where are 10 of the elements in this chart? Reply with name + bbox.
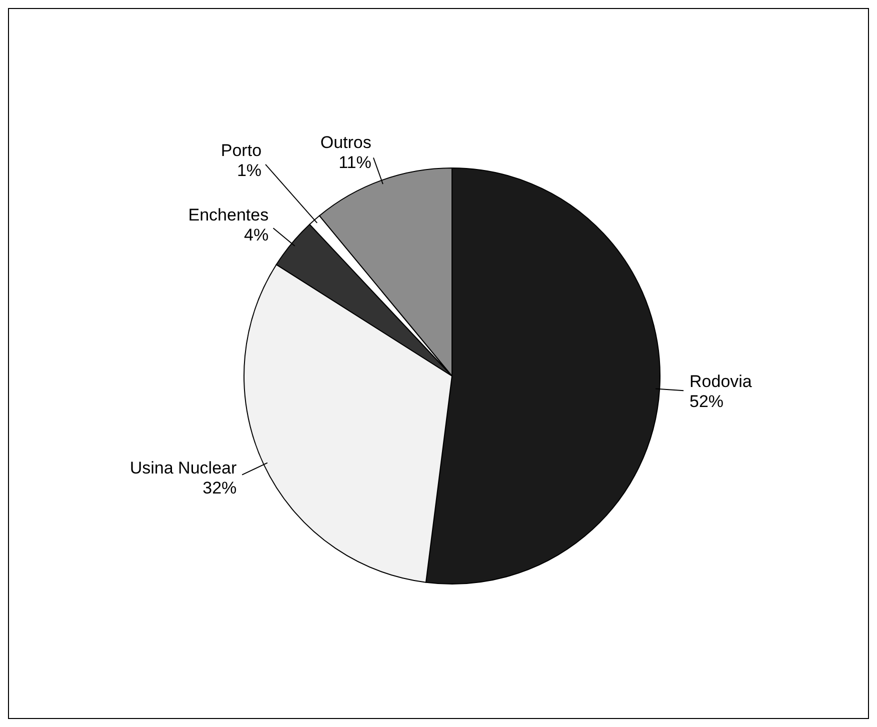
slice-label: Outros — [320, 133, 372, 152]
data-label: 11% — [338, 153, 372, 172]
data-label: 1% — [236, 160, 262, 180]
data-label: 52% — [690, 392, 724, 411]
slice-label: Usina Nuclear — [130, 458, 237, 478]
slice-label: Porto — [220, 140, 262, 160]
data-label: 4% — [244, 225, 269, 244]
data-label: 32% — [202, 478, 237, 498]
slice-label: Rodovia — [690, 372, 752, 391]
slice-label: Enchentes — [188, 205, 269, 224]
